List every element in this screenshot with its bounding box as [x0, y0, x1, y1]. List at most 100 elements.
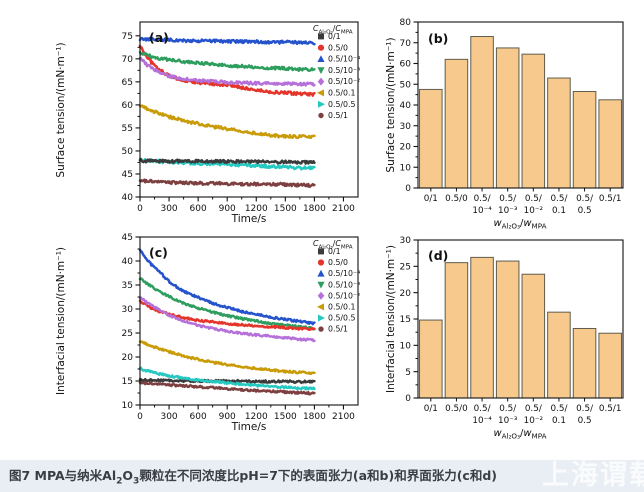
- series-0.5/10⁻²: [138, 56, 316, 87]
- y-axis-label: Interfacial tension/(mN·m⁻¹): [55, 247, 67, 395]
- bar-0.5/0.1: [547, 77, 571, 189]
- triangle-down-marker-icon: [317, 67, 325, 75]
- bar-tick-label: 10⁻⁴: [472, 206, 492, 216]
- y-tick-label: 50: [122, 147, 134, 157]
- y-axis-label: Interfacial tension/(mN·m⁻¹): [385, 245, 397, 393]
- bar-tick-label: 0.5/0: [445, 194, 468, 204]
- bar-0.5/0.1: [547, 311, 571, 399]
- bar-0.5/10⁻³: [495, 47, 520, 189]
- diamond-marker-icon: [317, 291, 325, 300]
- y-tick-label: 50: [400, 80, 412, 90]
- bar-0.5/10⁻³: [495, 260, 520, 399]
- y-tick-label: 30: [122, 305, 134, 315]
- y-tick-label: 60: [122, 101, 134, 111]
- dot-marker-icon: [318, 112, 324, 119]
- bar-tick-label: 0.5: [578, 416, 592, 426]
- legend-item-label: 0.5/10⁻²: [328, 291, 360, 300]
- dot-marker-icon: [318, 326, 324, 332]
- series-0.5/10⁻²: [138, 296, 316, 343]
- series-group: [138, 248, 316, 396]
- y-tick-label: 40: [122, 193, 134, 203]
- figure-caption: 图7 MPA与纳米Al2O3颗粒在不同浓度比pH=7下的表面张力(a和b)和界面…: [9, 468, 497, 487]
- y-tick-label: 15: [400, 315, 411, 325]
- bar-0.5/0.5: [572, 91, 597, 189]
- y-tick-label: 25: [122, 329, 133, 339]
- bar-tick-label: 10⁻⁴: [472, 416, 492, 426]
- square-marker-icon: [318, 33, 324, 40]
- y-tick-label: 35: [122, 281, 133, 291]
- series-0.5/1: [138, 380, 316, 396]
- x-tick-label: 1500: [274, 204, 297, 214]
- x-tick-label: 1800: [303, 412, 326, 422]
- x-tick-label: 900: [219, 412, 236, 422]
- bar-0.5/10⁻⁴: [470, 36, 494, 189]
- panel-d: 0 5 10 15 20 25 30 0/1 0.5/0 0.5/10⁻⁴ 0.5/10⁻³ 0.5/…: [385, 236, 624, 440]
- series-0.5/0.1: [138, 104, 316, 140]
- x-tick-label: 2100: [332, 412, 355, 422]
- legend-title: CAl₂O₃/CMPA: [313, 24, 353, 35]
- legend-item-label: 0.5/10⁻³: [328, 280, 360, 289]
- x-tick-label: 300: [160, 412, 177, 422]
- x-tick-label: 1500: [274, 412, 297, 422]
- bar-tick-label: 0.5/: [499, 404, 516, 414]
- y-tick-label: 45: [122, 233, 133, 243]
- y-tick-label: 65: [122, 78, 133, 88]
- x-tick-label: 2100: [332, 204, 355, 214]
- bar-tick-label: 0.5/: [499, 194, 516, 204]
- bar-tick-label: 0.5/: [576, 404, 593, 414]
- bar-0.5/0: [444, 262, 469, 399]
- legend-item-label: 0.5/10⁻²: [328, 77, 360, 86]
- y-tick-label: 60: [400, 60, 412, 70]
- circle-marker-icon: [317, 259, 325, 266]
- series-0/1: [138, 157, 316, 165]
- triangle-right-marker-icon: [318, 314, 325, 322]
- y-tick-label: 20: [400, 143, 412, 153]
- y-tick-label: 30: [400, 236, 412, 246]
- panel-b: 0 10 20 30 40 50 60 70 80 0/1 0.5/0 0.5/10⁻⁴ 0.5/10⁻…: [385, 18, 624, 230]
- series-0.5/10⁻⁴: [138, 36, 316, 46]
- bar-tick-label: 0.5/: [474, 194, 491, 204]
- x-tick-label: 0: [137, 412, 143, 422]
- series-0.5/10⁻³: [138, 50, 316, 73]
- y-tick-label: 15: [122, 377, 133, 387]
- triangle-left-marker-icon: [317, 303, 324, 311]
- bar-tick-label: 0.5/: [525, 194, 542, 204]
- y-tick-label: 80: [400, 18, 412, 28]
- series-group: [138, 36, 316, 188]
- legend-item-label: 0.5/0.1: [328, 89, 355, 98]
- bar-0/1: [419, 88, 443, 189]
- panel-c: 10 15 20 25 30 35 40 45 0 300 600 900 1200 1500 1800 21…: [55, 233, 360, 433]
- y-tick-label: 10: [400, 342, 412, 352]
- series-0.5/0.5: [138, 366, 316, 391]
- square-marker-icon: [318, 248, 324, 255]
- y-axis-label: Surface tension/(mN·m⁻¹): [55, 42, 67, 177]
- bar-0.5/1: [598, 99, 622, 189]
- bar-tick-label: 0.5/: [474, 404, 491, 414]
- legend-item-label: 0.5/10⁻³: [328, 66, 360, 75]
- bar-tick-label: 0.5/1: [599, 194, 622, 204]
- y-tick-label: 40: [400, 101, 412, 111]
- x-axis-label: Time/s: [231, 213, 267, 225]
- legend-item-label: 0.5/10⁻⁴: [328, 55, 360, 64]
- bar-tick-label: 0.5/1: [599, 404, 622, 414]
- bar-tick-label: 10⁻³: [498, 206, 518, 216]
- y-axis-label: Surface tension/(mN·m⁻¹): [385, 37, 397, 172]
- bar-tick-label: 0.1: [552, 206, 566, 216]
- legend-item-label: 0.5/0.5: [328, 314, 355, 323]
- triangle-right-marker-icon: [318, 100, 325, 108]
- legend-item-label: 0.5/10⁻⁴: [328, 269, 360, 278]
- legend-item-label: 0/1: [328, 247, 341, 256]
- y-tick-label: 5: [405, 368, 411, 378]
- bar-0.5/0.5: [572, 327, 597, 399]
- x-tick-label: 0: [137, 204, 143, 214]
- bar-tick-label: 0.5/0: [445, 404, 468, 414]
- bar-tick-label: 0/1: [424, 404, 438, 414]
- x-tick-label: 600: [190, 204, 207, 214]
- bar-0.5/0: [444, 58, 469, 189]
- x-tick-label: 1200: [245, 412, 268, 422]
- triangle-up-marker-icon: [317, 269, 325, 277]
- series-0.5/0: [138, 299, 316, 332]
- x-tick-label: 300: [160, 204, 177, 214]
